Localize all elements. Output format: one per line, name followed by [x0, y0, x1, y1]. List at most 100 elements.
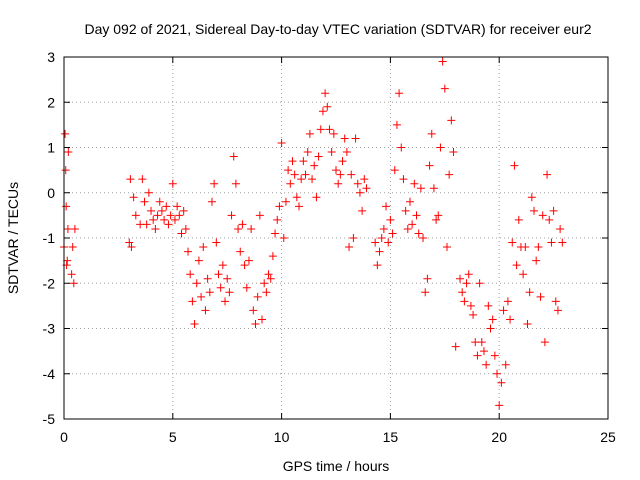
data-point — [425, 161, 434, 170]
data-point — [264, 270, 273, 279]
data-point — [242, 283, 251, 292]
data-point — [521, 243, 530, 252]
data-point — [164, 220, 173, 229]
data-point — [388, 229, 397, 238]
data-point — [482, 360, 491, 369]
data-point — [503, 297, 512, 306]
data-point — [490, 351, 499, 360]
data-point — [486, 324, 495, 333]
data-point — [273, 215, 282, 224]
data-point — [405, 197, 414, 206]
data-point — [268, 252, 277, 261]
data-point — [419, 234, 428, 242]
x-tick-label: 5 — [169, 429, 177, 445]
data-point — [197, 292, 206, 301]
data-point — [358, 206, 367, 215]
data-point — [186, 270, 195, 279]
data-point — [286, 179, 295, 188]
data-point — [495, 401, 504, 410]
data-point — [477, 338, 486, 347]
data-point — [456, 274, 465, 283]
data-point — [305, 129, 314, 138]
data-point — [260, 279, 269, 288]
data-point — [63, 224, 72, 233]
data-point — [292, 193, 301, 202]
data-point — [149, 215, 158, 224]
data-point — [475, 279, 484, 288]
data-point — [414, 229, 423, 238]
data-point — [423, 274, 432, 283]
data-point — [184, 247, 193, 256]
data-point — [223, 274, 232, 283]
data-point — [303, 148, 312, 157]
data-point — [301, 170, 310, 179]
data-point — [488, 315, 497, 324]
data-point — [225, 288, 234, 297]
data-point — [299, 157, 308, 166]
data-point — [190, 319, 199, 328]
data-point — [371, 238, 380, 247]
data-point — [379, 224, 388, 233]
data-point — [61, 129, 70, 138]
data-point — [355, 188, 364, 197]
x-tick-label: 15 — [383, 429, 399, 445]
data-point — [484, 301, 493, 310]
data-point — [160, 215, 169, 224]
data-point — [353, 179, 362, 188]
data-point — [255, 211, 264, 220]
data-point — [251, 319, 260, 328]
data-point — [221, 297, 230, 306]
data-point — [547, 238, 556, 247]
data-point — [510, 161, 519, 170]
data-point — [297, 175, 306, 184]
data-point — [545, 215, 554, 224]
data-point — [318, 107, 327, 116]
data-point — [323, 102, 332, 111]
data-point — [295, 202, 304, 211]
data-point — [140, 197, 149, 206]
data-point — [203, 274, 212, 283]
data-point — [138, 175, 147, 184]
y-tick-label: 0 — [47, 185, 55, 201]
data-point — [205, 288, 214, 297]
data-point — [512, 261, 521, 270]
data-point — [540, 338, 549, 347]
data-point — [401, 206, 410, 215]
plot-frame — [63, 56, 609, 420]
data-point — [473, 351, 482, 360]
data-point — [527, 193, 536, 202]
data-point — [451, 342, 460, 351]
data-point — [244, 256, 253, 265]
data-point — [436, 143, 445, 152]
data-point — [429, 184, 438, 193]
data-point — [377, 234, 386, 242]
data-point — [334, 179, 343, 188]
data-point — [325, 125, 334, 134]
data-point — [129, 193, 138, 202]
data-point — [525, 288, 534, 297]
data-point — [308, 175, 317, 184]
data-point — [351, 134, 360, 143]
data-point — [373, 261, 382, 270]
data-point — [155, 197, 164, 206]
data-point — [321, 89, 330, 98]
data-point — [214, 270, 223, 279]
data-point — [147, 206, 156, 215]
y-tick-label: 3 — [47, 49, 55, 65]
data-point — [460, 297, 469, 306]
data-point — [434, 211, 443, 220]
data-point — [181, 224, 190, 233]
data-point — [316, 125, 325, 134]
data-point — [188, 297, 197, 306]
data-point — [543, 170, 552, 179]
data-point — [519, 270, 528, 279]
data-point — [127, 243, 136, 252]
data-point — [534, 243, 543, 252]
data-point — [327, 148, 336, 157]
data-point — [166, 211, 175, 220]
data-point — [173, 202, 182, 211]
data-point — [212, 238, 221, 247]
data-point — [347, 170, 356, 179]
data-point — [445, 170, 454, 179]
